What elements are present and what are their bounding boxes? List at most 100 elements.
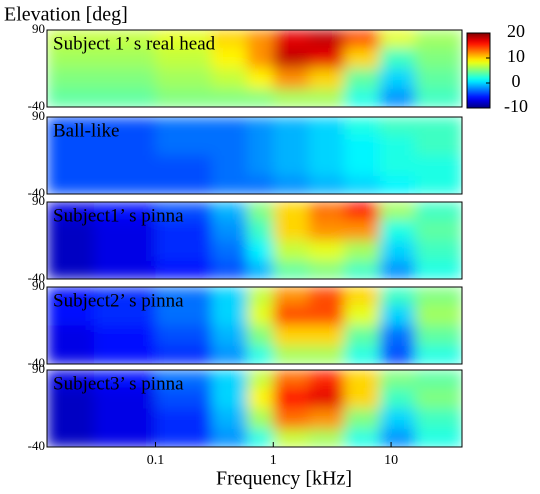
heat-cell	[415, 429, 462, 447]
heat-cell	[415, 326, 462, 347]
heat-cell	[344, 287, 380, 305]
heat-cell	[344, 156, 380, 177]
heat-cell	[415, 156, 462, 177]
heat-cell	[47, 429, 94, 447]
heat-cell	[344, 30, 380, 48]
heat-cell	[94, 261, 156, 279]
y-axis-title: Elevation [deg]	[4, 4, 128, 26]
heat-cell	[309, 346, 345, 364]
heat-cell	[212, 305, 248, 326]
heat-cell	[247, 409, 274, 430]
heat-cell	[309, 261, 345, 279]
heat-cell	[94, 409, 156, 430]
heat-cell	[344, 261, 380, 279]
heat-cell	[247, 48, 274, 69]
heat-cell	[155, 326, 212, 347]
heat-cell	[47, 346, 94, 364]
heat-cell	[94, 429, 156, 447]
heat-cell	[155, 261, 212, 279]
heat-cell	[212, 135, 248, 156]
heat-cell	[47, 326, 94, 347]
heat-cell	[344, 202, 380, 220]
heat-cell	[380, 156, 416, 177]
heat-cell	[273, 176, 309, 194]
heat-cell	[47, 89, 94, 107]
heat-cell	[380, 241, 416, 262]
heat-cell	[380, 409, 416, 430]
heat-cell	[309, 388, 345, 409]
heat-cell	[344, 220, 380, 241]
heat-cell	[212, 429, 248, 447]
heat-cell	[273, 202, 309, 220]
heat-cell	[212, 220, 248, 241]
heat-cell	[247, 241, 274, 262]
heat-cell	[212, 202, 248, 220]
panel-label: Subject 1’ s real head	[53, 33, 216, 54]
colorbar	[467, 33, 490, 108]
heat-cell	[273, 370, 309, 388]
heat-cell	[380, 202, 416, 220]
heat-cell	[155, 89, 212, 107]
heat-cell	[247, 429, 274, 447]
heat-cell	[212, 388, 248, 409]
heat-cell	[380, 261, 416, 279]
heat-cell	[273, 69, 309, 90]
heat-cell	[344, 176, 380, 194]
heat-cell	[273, 135, 309, 156]
heat-cell	[309, 89, 345, 107]
heat-cell	[415, 135, 462, 156]
heat-cell	[344, 388, 380, 409]
colorbar-tick-label: 0	[512, 71, 521, 91]
heat-cell	[415, 30, 462, 48]
heat-cell	[155, 135, 212, 156]
heat-cell	[212, 287, 248, 305]
heat-cell	[344, 370, 380, 388]
heat-cell	[273, 261, 309, 279]
colorbar-tick-label: 10	[507, 46, 525, 66]
heat-cell	[309, 176, 345, 194]
heat-cell	[309, 241, 345, 262]
heat-cell	[344, 69, 380, 90]
colorbar-tick-label: -10	[504, 96, 528, 116]
heat-cell	[344, 117, 380, 135]
heat-cell	[415, 117, 462, 135]
heat-cell	[247, 30, 274, 48]
heat-cell	[155, 69, 212, 90]
heat-cell	[155, 346, 212, 364]
heat-cell	[415, 261, 462, 279]
heat-cell	[94, 241, 156, 262]
heat-cell	[247, 202, 274, 220]
heat-cell	[309, 117, 345, 135]
y-tick-label: 90	[32, 361, 45, 376]
heat-cell	[415, 409, 462, 430]
heat-cell	[309, 156, 345, 177]
heat-cell	[155, 156, 212, 177]
heat-cell	[247, 261, 274, 279]
heat-cell	[309, 305, 345, 326]
heat-cell	[273, 156, 309, 177]
heat-cell	[273, 326, 309, 347]
heat-cell	[309, 48, 345, 69]
heat-cell	[94, 346, 156, 364]
heat-cell	[212, 261, 248, 279]
panel-label: Ball-like	[53, 120, 119, 141]
heat-cell	[273, 388, 309, 409]
heat-cell	[247, 287, 274, 305]
heat-cell	[380, 135, 416, 156]
heat-cell	[309, 287, 345, 305]
heat-cell	[247, 69, 274, 90]
heat-cell	[380, 287, 416, 305]
y-tick-label: 90	[32, 193, 45, 208]
heat-cell	[94, 326, 156, 347]
x-tick-label: 0.1	[147, 453, 165, 468]
heat-cell	[344, 135, 380, 156]
heat-cell	[273, 241, 309, 262]
heat-cell	[415, 287, 462, 305]
heat-cell	[212, 117, 248, 135]
heat-cell	[415, 202, 462, 220]
heat-cell	[309, 370, 345, 388]
y-tick-label: 90	[32, 278, 45, 293]
heat-cell	[94, 176, 156, 194]
heat-cell	[155, 429, 212, 447]
heat-cell	[247, 370, 274, 388]
